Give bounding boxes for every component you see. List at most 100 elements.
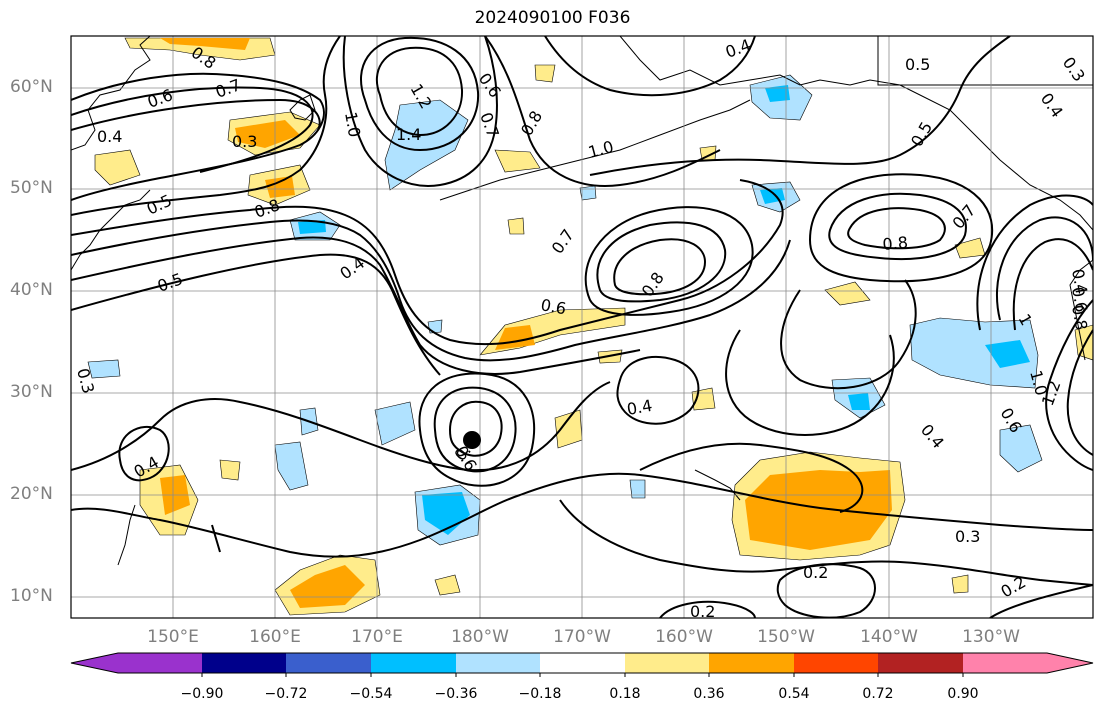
lon-label: 170°E bbox=[351, 627, 403, 647]
coastline-marianas bbox=[117, 504, 136, 566]
contour-line bbox=[71, 72, 325, 201]
colorbar-tick-label: −0.54 bbox=[349, 686, 393, 702]
shade-poly bbox=[384, 99, 469, 191]
coastlines bbox=[71, 36, 1093, 566]
contour-line bbox=[596, 221, 727, 303]
shade-poly bbox=[298, 220, 326, 234]
contour-line bbox=[639, 442, 864, 513]
shade-poly bbox=[579, 185, 597, 201]
contour-line bbox=[448, 400, 503, 457]
shade-poly bbox=[219, 459, 241, 481]
colorbar-outline bbox=[70, 652, 1094, 674]
lon-label: 130°W bbox=[962, 627, 1020, 647]
colorbar bbox=[70, 652, 1094, 677]
shade-poly bbox=[87, 359, 121, 379]
lon-label: 170°W bbox=[553, 627, 611, 647]
colorbar-tick-label: 0.90 bbox=[947, 686, 979, 702]
shade-poly bbox=[94, 149, 141, 186]
lon-label: 160°W bbox=[655, 627, 713, 647]
contour-label: 0.3 bbox=[955, 527, 980, 546]
contour-line bbox=[71, 86, 314, 173]
shade-poly bbox=[494, 149, 541, 173]
contour-line bbox=[544, 36, 756, 97]
lat-label: 40°N bbox=[10, 280, 53, 300]
contour-line bbox=[589, 36, 1011, 176]
contour-line bbox=[71, 381, 611, 472]
lon-label: 180°W bbox=[451, 627, 509, 647]
negative-shading bbox=[87, 74, 1043, 546]
contour-label: 0.2 bbox=[803, 563, 828, 582]
shade-poly bbox=[848, 393, 870, 410]
colorbar-segment bbox=[709, 653, 794, 673]
contour-label: 0.5 bbox=[905, 55, 930, 74]
colorbar-tick-label: 0.18 bbox=[609, 686, 641, 702]
contour-line bbox=[71, 472, 1093, 558]
contour-line bbox=[360, 36, 480, 152]
colorbar-tick-label: −0.36 bbox=[434, 686, 478, 702]
shade-poly bbox=[507, 217, 525, 235]
coastline-asia bbox=[71, 36, 151, 151]
lat-label: 30°N bbox=[10, 382, 53, 402]
shade-poly bbox=[434, 574, 461, 596]
shade-poly bbox=[629, 479, 646, 499]
shade-poly bbox=[951, 574, 969, 594]
contour-line bbox=[989, 584, 1093, 618]
shade-poly bbox=[909, 317, 1039, 389]
contour-line bbox=[375, 46, 464, 137]
contour-label: 0.4 bbox=[97, 127, 122, 146]
colorbar-tick-label: 0.54 bbox=[778, 686, 810, 702]
contour-line bbox=[616, 355, 700, 425]
shade-poly bbox=[691, 387, 716, 411]
positive-shading bbox=[94, 37, 1093, 616]
colorbar-segment bbox=[202, 653, 286, 673]
shade-poly bbox=[427, 319, 443, 334]
contour-line bbox=[776, 563, 876, 618]
borders bbox=[877, 36, 1093, 86]
contour-line bbox=[71, 236, 641, 375]
contour-line bbox=[659, 600, 756, 618]
shade-poly bbox=[824, 281, 871, 306]
colorbar-tick-label: −0.18 bbox=[518, 686, 562, 702]
colorbar-segment bbox=[456, 653, 540, 673]
contour-label: 0.8 bbox=[882, 233, 909, 254]
contours bbox=[71, 36, 1093, 618]
contour-line bbox=[828, 192, 967, 261]
shade-poly bbox=[765, 85, 790, 102]
contour-label: 0.6 bbox=[1068, 285, 1091, 313]
lat-label: 60°N bbox=[10, 77, 53, 97]
colorbar-segment bbox=[371, 653, 456, 673]
shade-poly bbox=[374, 401, 416, 446]
contour-label: 0.3 bbox=[232, 132, 257, 151]
contour-line bbox=[725, 329, 895, 436]
contour-label: 0.6 bbox=[539, 295, 567, 318]
shade-poly bbox=[999, 424, 1043, 473]
lon-label: 160°E bbox=[249, 627, 301, 647]
lon-label: 150°W bbox=[757, 627, 815, 647]
colorbar-tick-label: −0.72 bbox=[264, 686, 308, 702]
contour-line bbox=[484, 36, 721, 187]
border-line bbox=[877, 36, 1093, 86]
shade-poly bbox=[534, 64, 556, 83]
contour-label: 0.8 bbox=[1068, 303, 1091, 331]
contour-line bbox=[1012, 238, 1093, 331]
map-title: 2024090100 F036 bbox=[474, 8, 631, 28]
contour-line bbox=[118, 425, 170, 482]
contour-line bbox=[1045, 299, 1093, 471]
lon-label: 150°E bbox=[147, 627, 199, 647]
lat-label: 20°N bbox=[10, 484, 53, 504]
contour-line bbox=[71, 219, 791, 362]
colorbar-segment bbox=[118, 653, 202, 673]
contour-label: 1.0 bbox=[341, 110, 364, 138]
colorbar-segment bbox=[878, 653, 963, 673]
contour-label: 1.4 bbox=[396, 125, 421, 144]
plot-frame bbox=[70, 35, 1094, 619]
contour-line bbox=[71, 98, 321, 131]
colorbar-segment bbox=[540, 653, 625, 673]
colorbar-tick-label: −0.90 bbox=[180, 686, 224, 702]
contour-line bbox=[976, 194, 1093, 331]
contour-label: 0.4 bbox=[625, 396, 653, 419]
contour-line bbox=[71, 179, 784, 346]
contour-line bbox=[1066, 329, 1093, 456]
contour-line bbox=[71, 36, 341, 216]
